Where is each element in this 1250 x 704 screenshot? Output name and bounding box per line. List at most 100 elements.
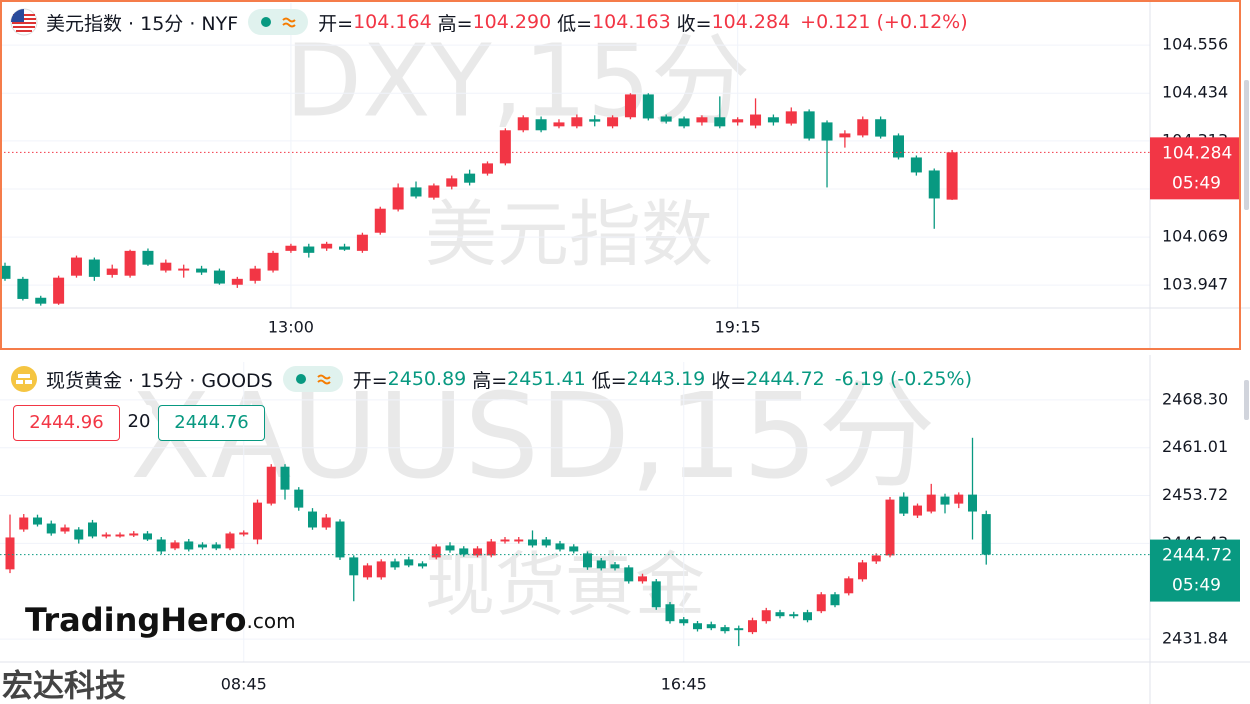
candle-body	[857, 119, 869, 136]
countdown-label: 05:49	[1172, 173, 1221, 193]
candle-body	[410, 187, 422, 197]
brand-logo-suffix: .com	[247, 609, 296, 633]
candle-body	[446, 178, 458, 187]
x-tick-label: 13:00	[268, 318, 314, 337]
candle-body	[308, 511, 317, 528]
x-tick-label: 19:15	[715, 318, 761, 337]
candle-body	[720, 627, 730, 632]
candle-body	[280, 466, 290, 490]
last-price-label: 104.284	[1162, 143, 1232, 163]
candle-body	[356, 234, 368, 251]
candle-body	[893, 135, 904, 158]
candle-body	[839, 133, 851, 138]
candle-body	[885, 499, 895, 556]
candle-body	[349, 557, 359, 576]
candle-body	[844, 578, 854, 594]
candle-body	[106, 268, 118, 275]
symbol-icon	[11, 366, 37, 392]
scrollbar	[1244, 80, 1249, 210]
candle-body	[70, 257, 82, 276]
candle-body	[33, 517, 42, 525]
candle-body	[211, 544, 221, 549]
candle-body	[53, 277, 65, 304]
ohlc-label: 收=	[711, 369, 747, 392]
candle-body	[239, 532, 249, 535]
active-panel-border	[0, 0, 1241, 350]
brand-logo: TradingHero.com	[25, 601, 296, 639]
candle-body	[528, 539, 537, 546]
candle-body	[910, 157, 922, 173]
candle-body	[428, 185, 440, 198]
symbol-name: 现货黄金 · 15分 · GOODS	[46, 369, 273, 392]
candle-body	[693, 623, 702, 630]
candle-body	[732, 119, 744, 123]
candle-body	[160, 262, 172, 271]
quote-button[interactable]: 2444.76	[158, 405, 265, 441]
candle-body	[734, 628, 744, 631]
ohlc-value: 104.290	[472, 11, 552, 33]
watermark-name: 美元指数	[425, 193, 713, 277]
candle-body	[571, 117, 583, 127]
candle-body	[785, 111, 797, 124]
status-icons	[261, 17, 296, 28]
candle-body	[816, 594, 826, 612]
candle-body	[267, 252, 279, 271]
symbol-name: 美元指数 · 15分 · NYF	[46, 12, 239, 35]
candle-body	[459, 548, 469, 555]
candle-body	[624, 567, 634, 582]
candle-body	[714, 117, 726, 127]
legend-header: 美元指数 · 15分 · NYF 开= 104.164 高= 104.290 低= 104.…	[10, 8, 968, 36]
candle-body	[954, 494, 964, 504]
candle-body	[249, 268, 261, 281]
ohlc-label: 高=	[472, 369, 508, 392]
change-value: -6.19 (-0.25%)	[834, 368, 972, 390]
candle-body	[500, 539, 510, 542]
candle-body	[928, 170, 940, 199]
x-tick-label: 08:45	[221, 675, 267, 694]
scrollbar	[1244, 380, 1249, 420]
status-pill	[248, 9, 309, 35]
change-value: +0.121 (+0.12%)	[800, 11, 968, 33]
last-price-box	[1150, 539, 1240, 602]
candle-body	[803, 111, 815, 139]
candle-body	[464, 173, 476, 183]
candle-body	[696, 117, 708, 123]
candle-body	[583, 553, 592, 568]
candle-body	[339, 246, 351, 250]
candle-body	[170, 542, 180, 549]
last-price-label: 2444.72	[1162, 546, 1232, 566]
candle-body	[473, 548, 482, 556]
candle-body	[642, 94, 654, 119]
candle-body	[374, 208, 386, 233]
x-tick-label: 16:45	[661, 675, 707, 694]
candle-body	[231, 278, 243, 285]
candle-body	[946, 152, 958, 200]
candle-body	[875, 119, 887, 137]
ohlc-label: 开=	[318, 12, 354, 35]
candle-body	[821, 122, 833, 141]
candle-body	[750, 114, 762, 126]
candle-body	[213, 270, 225, 284]
y-tick-label: 104.434	[1162, 83, 1228, 102]
company-backdrop	[0, 668, 162, 704]
candle-body	[803, 612, 812, 621]
y-tick-label: 2453.72	[1162, 485, 1228, 504]
candle-body	[678, 118, 690, 127]
ohlc-label: 高=	[437, 12, 473, 35]
brand-logo-name: TradingHero	[25, 601, 247, 639]
candle-body	[294, 489, 304, 508]
candle-body	[607, 117, 619, 127]
quote-button[interactable]: 2444.96	[13, 405, 120, 441]
candle-body	[541, 539, 551, 546]
candle-body	[767, 117, 779, 123]
candle-body	[651, 581, 661, 608]
candle-body	[0, 265, 11, 279]
candle-body	[775, 612, 785, 617]
candle-body	[968, 494, 977, 512]
candle-body	[156, 539, 166, 552]
y-tick-label: 2468.30	[1162, 389, 1228, 408]
candle-body	[665, 604, 675, 622]
candle-body	[5, 537, 15, 570]
